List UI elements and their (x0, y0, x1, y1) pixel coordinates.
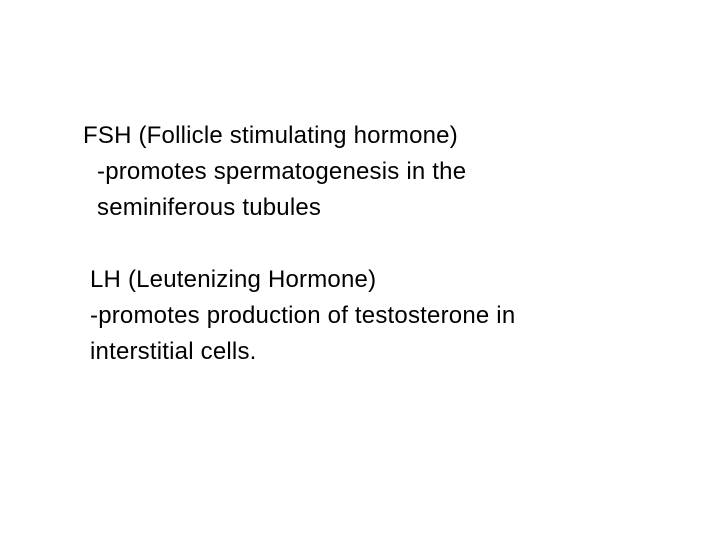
lh-detail-1: -promotes production of testosterone in (83, 298, 653, 334)
lh-title: LH (Leutenizing Hormone) (83, 262, 653, 298)
fsh-detail-2: seminiferous tubules (83, 190, 653, 226)
lh-detail-2: interstitial cells. (83, 334, 653, 370)
fsh-title: FSH (Follicle stimulating hormone) (83, 118, 653, 154)
slide-content: FSH (Follicle stimulating hormone) -prom… (83, 118, 653, 370)
fsh-detail-1: -promotes spermatogenesis in the (83, 154, 653, 190)
